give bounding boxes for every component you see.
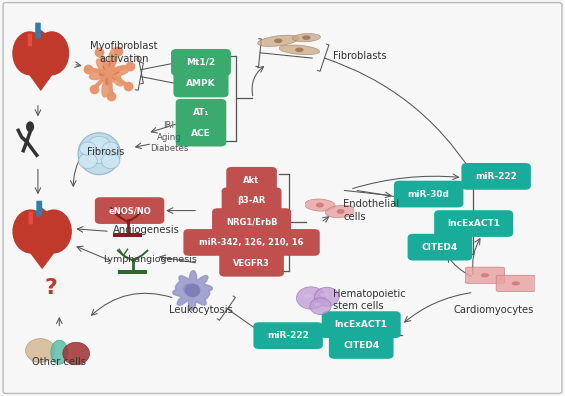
Text: Mt1/2: Mt1/2 <box>186 58 215 67</box>
FancyBboxPatch shape <box>173 70 228 97</box>
FancyBboxPatch shape <box>184 229 320 256</box>
Text: ?: ? <box>45 278 57 298</box>
Text: lncExACT1: lncExACT1 <box>334 320 388 329</box>
Text: miR-222: miR-222 <box>475 172 517 181</box>
Text: Lymphangiogenesis: Lymphangiogenesis <box>103 255 197 264</box>
Text: Other cells: Other cells <box>32 357 86 367</box>
Text: CITED4: CITED4 <box>343 341 379 350</box>
Text: AT₁: AT₁ <box>193 108 209 117</box>
Text: Myofibroblast
activation: Myofibroblast activation <box>90 41 158 64</box>
Text: Fibroblasts: Fibroblasts <box>333 51 386 61</box>
FancyBboxPatch shape <box>95 197 164 224</box>
Text: Leukocytosis: Leukocytosis <box>169 305 233 315</box>
Text: lncExACT1: lncExACT1 <box>447 219 500 228</box>
Text: AMPK: AMPK <box>186 80 216 88</box>
Text: β3-AR: β3-AR <box>237 196 266 205</box>
FancyBboxPatch shape <box>321 311 401 338</box>
Text: Cardiomyocytes: Cardiomyocytes <box>453 305 533 315</box>
FancyBboxPatch shape <box>407 234 472 261</box>
Text: NRG1/ErbB: NRG1/ErbB <box>226 217 277 226</box>
FancyBboxPatch shape <box>254 322 323 349</box>
FancyBboxPatch shape <box>176 99 226 126</box>
FancyBboxPatch shape <box>462 163 531 190</box>
Text: ACE: ACE <box>191 129 211 138</box>
FancyBboxPatch shape <box>394 181 463 208</box>
Text: CITED4: CITED4 <box>422 243 458 251</box>
Text: VEGFR3: VEGFR3 <box>233 259 270 268</box>
FancyBboxPatch shape <box>434 210 513 237</box>
Text: IRI
Aging
Diabetes: IRI Aging Diabetes <box>150 122 188 152</box>
FancyBboxPatch shape <box>171 49 231 76</box>
Text: Fibrosis: Fibrosis <box>86 147 124 156</box>
Text: Akt: Akt <box>244 176 260 185</box>
FancyBboxPatch shape <box>219 250 284 277</box>
Text: Hematopoietic
stem cells: Hematopoietic stem cells <box>333 289 406 311</box>
Text: miR-342, 126, 210, 16: miR-342, 126, 210, 16 <box>199 238 304 247</box>
Text: miR-30d: miR-30d <box>408 190 450 198</box>
FancyBboxPatch shape <box>176 120 226 147</box>
FancyBboxPatch shape <box>329 332 394 359</box>
FancyBboxPatch shape <box>3 2 562 394</box>
Text: Angiogenesis: Angiogenesis <box>113 225 180 235</box>
FancyBboxPatch shape <box>212 208 291 235</box>
Text: Endothelial
cells: Endothelial cells <box>343 199 399 222</box>
Text: eNOS/NO: eNOS/NO <box>108 206 151 215</box>
FancyBboxPatch shape <box>221 187 281 214</box>
Text: miR-222: miR-222 <box>267 331 309 340</box>
FancyBboxPatch shape <box>226 167 277 194</box>
